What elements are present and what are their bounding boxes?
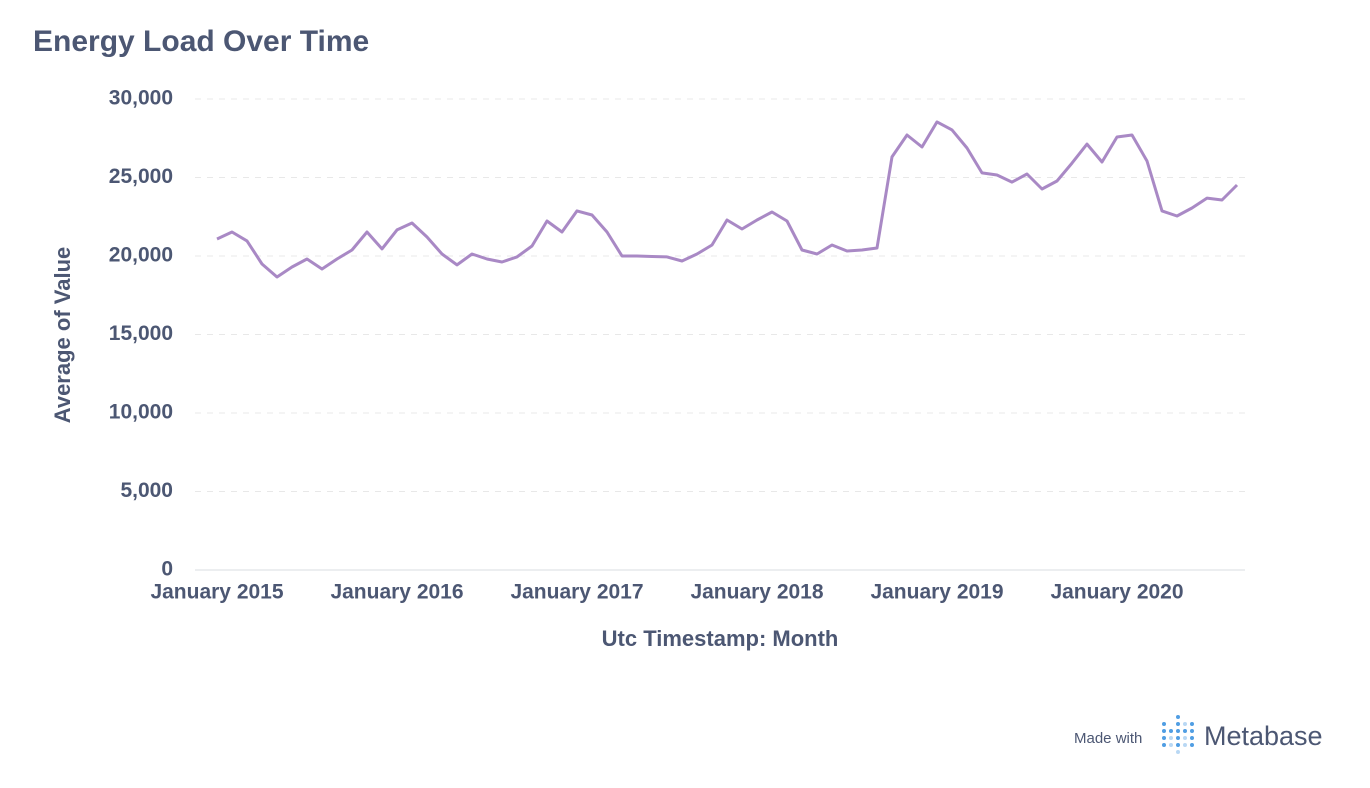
footer-brand: Metabase	[1204, 721, 1323, 751]
y-axis-label: Average of Value	[50, 247, 75, 423]
y-tick-label: 25,000	[109, 165, 173, 188]
x-tick-label: January 2015	[150, 581, 283, 604]
y-tick-label: 20,000	[109, 244, 173, 267]
y-tick-label: 0	[161, 558, 173, 581]
y-tick-label: 10,000	[109, 401, 173, 424]
x-axis-label: Utc Timestamp: Month	[602, 626, 839, 651]
y-tick-label: 5,000	[120, 479, 173, 502]
x-tick-label: January 2020	[1050, 581, 1183, 604]
line-series	[216, 120, 1239, 279]
x-tick-label: January 2019	[870, 581, 1003, 604]
metabase-logo	[1162, 715, 1194, 754]
footer-text: Made with	[1074, 730, 1142, 747]
y-tick-label: 30,000	[109, 87, 173, 110]
y-tick-label: 15,000	[109, 322, 173, 345]
x-tick-label: January 2016	[330, 581, 463, 604]
x-tick-label: January 2017	[510, 581, 643, 604]
x-tick-label: January 2018	[690, 581, 823, 604]
chart-title: Energy Load Over Time	[33, 25, 369, 58]
